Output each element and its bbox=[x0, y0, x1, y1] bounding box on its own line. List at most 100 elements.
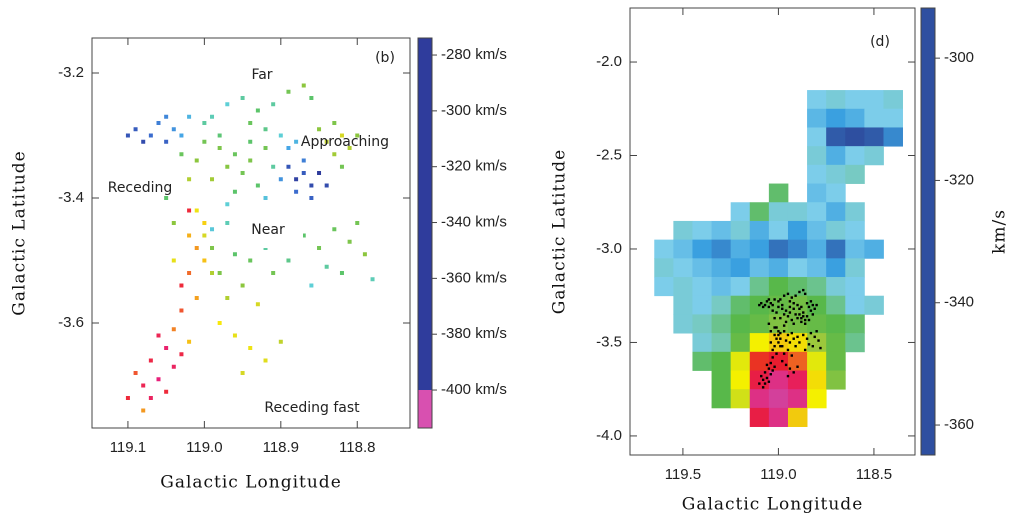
data-point bbox=[325, 184, 329, 188]
heatmap-cell bbox=[712, 240, 732, 259]
heatmap-cell bbox=[673, 258, 693, 277]
heatmap-cell bbox=[692, 258, 712, 277]
overlay-point bbox=[771, 309, 773, 311]
x-tick-label: 119.5 bbox=[665, 466, 701, 483]
overlay-point bbox=[798, 291, 800, 293]
data-point bbox=[302, 84, 306, 88]
overlay-point bbox=[802, 311, 804, 313]
data-point bbox=[340, 271, 344, 275]
data-point bbox=[202, 140, 206, 144]
data-point bbox=[325, 265, 329, 269]
data-point bbox=[317, 127, 321, 131]
data-point bbox=[225, 296, 229, 300]
data-point bbox=[286, 165, 290, 169]
data-point bbox=[371, 277, 375, 281]
data-point bbox=[233, 152, 237, 156]
heatmap-cell bbox=[712, 314, 732, 333]
heatmap-cell bbox=[712, 258, 732, 277]
overlay-point bbox=[806, 338, 808, 340]
overlay-point bbox=[779, 338, 781, 340]
x-tick-label: 118.5 bbox=[856, 466, 892, 483]
overlay-point bbox=[771, 369, 773, 371]
heatmap-cell bbox=[769, 184, 789, 203]
data-point bbox=[294, 190, 298, 194]
overlay-point bbox=[802, 334, 804, 336]
data-point bbox=[172, 365, 176, 369]
heatmap-cell bbox=[769, 240, 789, 259]
heatmap-cell bbox=[750, 333, 770, 352]
overlay-point bbox=[773, 298, 775, 300]
y-tick-label: -3.4 bbox=[58, 189, 84, 206]
y-tick-label: -2.5 bbox=[596, 146, 622, 163]
data-point bbox=[248, 346, 252, 350]
data-point bbox=[248, 159, 252, 163]
data-point bbox=[179, 352, 183, 356]
overlay-point bbox=[800, 306, 802, 308]
data-point bbox=[202, 259, 206, 263]
heatmap-cell bbox=[845, 127, 865, 146]
heatmap-cell bbox=[883, 127, 903, 146]
heatmap-cell bbox=[731, 389, 751, 408]
overlay-point bbox=[789, 341, 791, 343]
overlay-point bbox=[785, 309, 787, 311]
overlay-point bbox=[762, 306, 764, 308]
heatmap-cell bbox=[731, 296, 751, 315]
colorbar-tick-label: -360 km/s bbox=[441, 269, 507, 286]
heatmap-cell bbox=[731, 370, 751, 389]
overlay-point bbox=[781, 308, 783, 310]
overlay-point bbox=[775, 311, 777, 313]
heatmap-cell bbox=[864, 240, 884, 259]
data-point bbox=[187, 340, 191, 344]
data-point bbox=[363, 252, 367, 256]
overlay-point bbox=[796, 366, 798, 368]
heatmap-cell bbox=[692, 221, 712, 240]
overlay-point bbox=[758, 382, 760, 384]
data-point bbox=[141, 384, 145, 388]
data-point bbox=[317, 246, 321, 250]
overlay-point bbox=[768, 381, 770, 383]
heatmap-cell bbox=[845, 314, 865, 333]
heatmap-cell bbox=[731, 258, 751, 277]
heatmap-cell bbox=[807, 258, 827, 277]
colorbar bbox=[921, 8, 935, 455]
heatmap-cell bbox=[673, 296, 693, 315]
heatmap-cell bbox=[788, 240, 808, 259]
colorbar-title: km/s bbox=[990, 209, 1010, 254]
data-point bbox=[264, 196, 268, 200]
overlay-point bbox=[783, 295, 785, 297]
overlay-point bbox=[789, 300, 791, 302]
heatmap-cell bbox=[807, 165, 827, 184]
data-point bbox=[256, 109, 260, 113]
data-point bbox=[149, 396, 153, 400]
data-point bbox=[302, 159, 306, 163]
overlay-point bbox=[793, 338, 795, 340]
overlay-point bbox=[798, 313, 800, 315]
data-point bbox=[210, 177, 214, 181]
overlay-point bbox=[771, 356, 773, 358]
data-point bbox=[195, 209, 199, 213]
x-axis-title: Galactic Longitude bbox=[682, 495, 864, 515]
data-point bbox=[309, 184, 313, 188]
overlay-point bbox=[815, 330, 817, 332]
overlay-point bbox=[789, 367, 791, 369]
data-point bbox=[286, 90, 290, 94]
overlay-point bbox=[796, 317, 798, 319]
data-point bbox=[309, 284, 313, 288]
heatmap-cell bbox=[788, 370, 808, 389]
overlay-point bbox=[810, 332, 812, 334]
heatmap-cell bbox=[692, 240, 712, 259]
overlay-point bbox=[804, 349, 806, 351]
heatmap-cell bbox=[731, 314, 751, 333]
heatmap-cell bbox=[845, 109, 865, 128]
data-point bbox=[317, 171, 321, 175]
heatmap-cell bbox=[807, 184, 827, 203]
heatmap-cell bbox=[750, 277, 770, 296]
data-point bbox=[164, 196, 168, 200]
data-point bbox=[264, 359, 268, 363]
heatmap-cell bbox=[845, 202, 865, 221]
colorbar-tick-label: -360 bbox=[944, 416, 974, 433]
data-point bbox=[210, 271, 214, 275]
data-point bbox=[157, 377, 161, 381]
colorbar-tick-label: -300 km/s bbox=[441, 102, 507, 119]
data-point bbox=[256, 302, 260, 306]
